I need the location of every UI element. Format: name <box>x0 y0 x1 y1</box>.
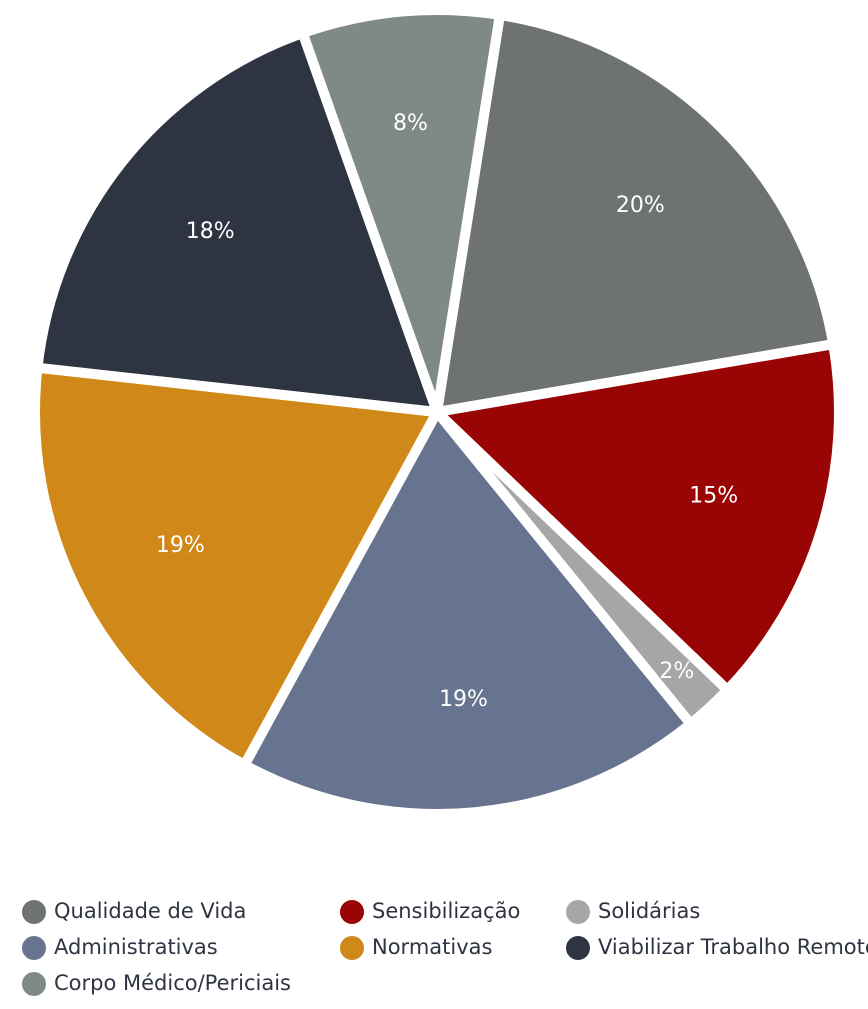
pie-slice <box>30 362 442 770</box>
legend-swatch <box>340 936 364 960</box>
legend-label: Viabilizar Trabalho Remoto <box>598 935 868 959</box>
slice-label: 20% <box>616 193 665 218</box>
legend-swatch <box>22 972 46 996</box>
legend-label: Administrativas <box>54 935 218 959</box>
pie-slice <box>297 5 505 417</box>
legend-label: Normativas <box>372 935 492 959</box>
legend-swatch <box>566 936 590 960</box>
slice-label: 15% <box>689 484 738 509</box>
slice-label: 2% <box>659 659 694 684</box>
pie-slice <box>239 407 696 819</box>
pie-slice <box>32 28 442 417</box>
pie-slice <box>432 339 844 696</box>
pie-slice <box>432 9 839 417</box>
slice-label: 19% <box>156 533 205 558</box>
slice-label: 18% <box>186 219 235 244</box>
legend-label: Solidárias <box>598 899 700 923</box>
slice-label: 19% <box>439 687 488 712</box>
legend-label: Qualidade de Vida <box>54 899 246 923</box>
slice-label: 8% <box>393 111 428 136</box>
legend-swatch <box>22 936 46 960</box>
legend-swatch <box>22 900 46 924</box>
legend-swatch <box>566 900 590 924</box>
legend-label: Sensibilização <box>372 899 520 923</box>
legend-swatch <box>340 900 364 924</box>
legend-label: Corpo Médico/Periciais <box>54 971 291 995</box>
